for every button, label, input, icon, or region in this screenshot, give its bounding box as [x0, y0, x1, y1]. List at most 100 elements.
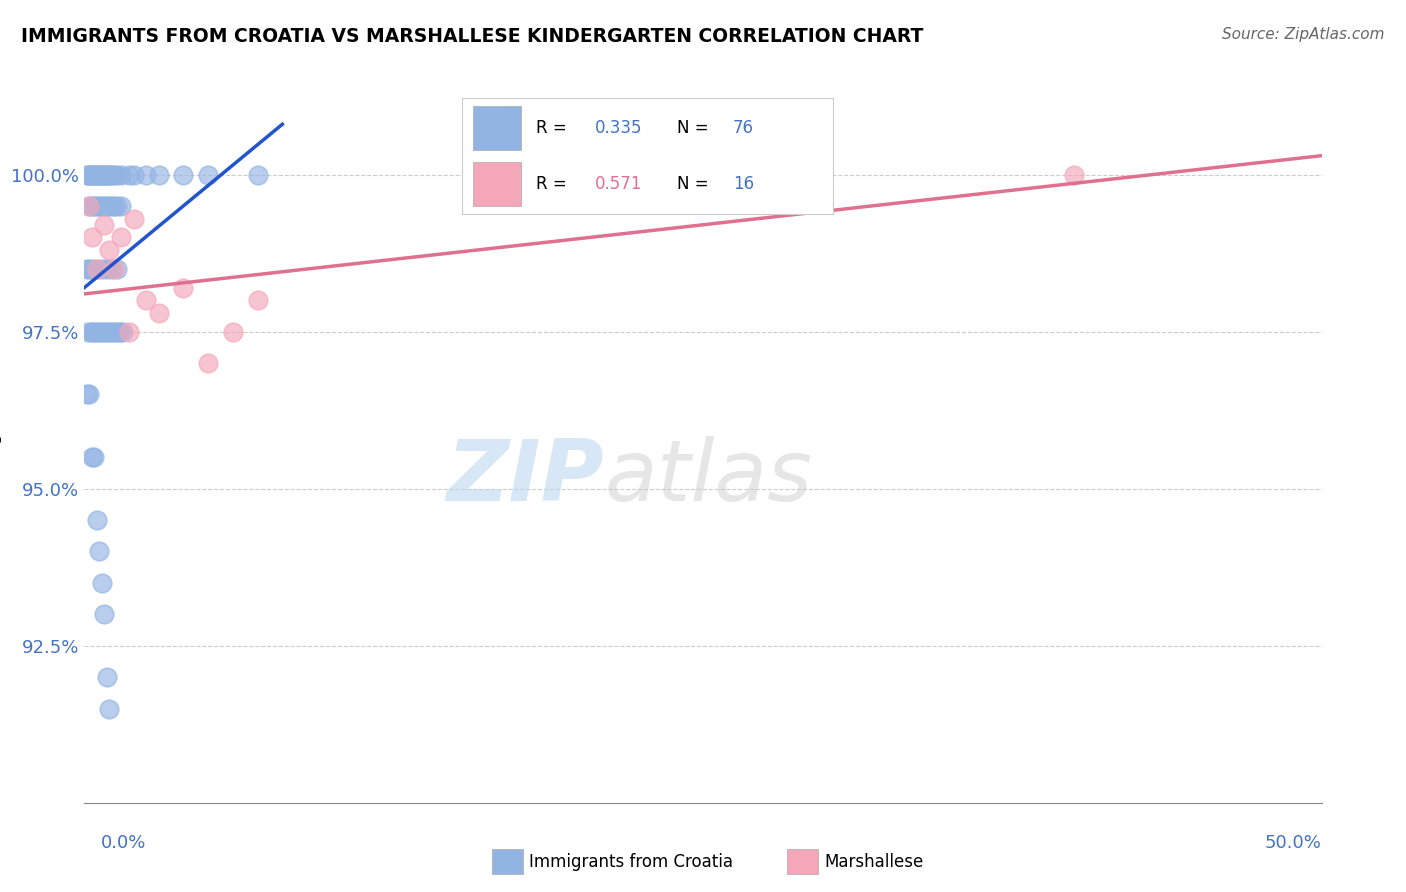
Point — [82, 325, 104, 339]
Point — [79, 168, 101, 182]
Point — [197, 168, 219, 182]
Point — [90, 261, 112, 276]
Point — [97, 325, 120, 339]
Point — [1063, 168, 1085, 182]
Point — [80, 199, 103, 213]
Point — [76, 387, 98, 401]
Point — [122, 211, 145, 226]
Text: Immigrants from Croatia: Immigrants from Croatia — [529, 853, 733, 871]
Point — [246, 168, 269, 182]
Text: Marshallese: Marshallese — [824, 853, 924, 871]
Text: 0.0%: 0.0% — [101, 834, 146, 852]
Point — [89, 325, 111, 339]
Point — [97, 168, 120, 182]
Point — [93, 218, 115, 232]
Point — [76, 261, 98, 276]
Point — [83, 168, 105, 182]
Point — [80, 230, 103, 244]
Point — [135, 168, 157, 182]
Point — [110, 168, 132, 182]
Point — [89, 168, 111, 182]
Point — [79, 325, 101, 339]
Point — [83, 450, 105, 465]
Point — [93, 199, 115, 213]
Point — [94, 325, 117, 339]
Point — [77, 325, 100, 339]
Point — [172, 168, 194, 182]
Point — [118, 325, 141, 339]
Point — [100, 261, 122, 276]
Point — [105, 168, 128, 182]
Point — [98, 325, 121, 339]
Point — [82, 168, 104, 182]
Point — [96, 168, 118, 182]
Point — [76, 168, 98, 182]
Point — [80, 168, 103, 182]
Point — [96, 199, 118, 213]
Point — [79, 261, 101, 276]
Point — [80, 261, 103, 276]
Point — [98, 243, 121, 257]
Point — [96, 670, 118, 684]
Point — [83, 199, 105, 213]
Text: IMMIGRANTS FROM CROATIA VS MARSHALLESE KINDERGARTEN CORRELATION CHART: IMMIGRANTS FROM CROATIA VS MARSHALLESE K… — [21, 27, 924, 45]
Point — [87, 325, 110, 339]
Point — [101, 325, 124, 339]
Point — [110, 199, 132, 213]
Point — [84, 325, 107, 339]
Point — [86, 168, 108, 182]
Text: 50.0%: 50.0% — [1265, 834, 1322, 852]
Point — [103, 261, 125, 276]
Point — [135, 293, 157, 308]
Point — [98, 168, 121, 182]
Point — [197, 356, 219, 370]
Point — [79, 168, 101, 182]
Point — [100, 168, 122, 182]
Point — [98, 701, 121, 715]
Point — [104, 325, 127, 339]
Point — [86, 513, 108, 527]
Point — [87, 168, 110, 182]
Text: ZIP: ZIP — [446, 436, 605, 519]
Point — [246, 293, 269, 308]
Point — [103, 199, 125, 213]
Point — [110, 230, 132, 244]
Point — [122, 168, 145, 182]
Point — [148, 168, 170, 182]
Point — [100, 199, 122, 213]
Point — [79, 199, 101, 213]
Point — [90, 199, 112, 213]
Point — [79, 387, 101, 401]
Point — [89, 199, 111, 213]
Point — [86, 261, 108, 276]
Point — [89, 544, 111, 558]
Point — [79, 199, 101, 213]
Point — [118, 168, 141, 182]
Text: atlas: atlas — [605, 436, 813, 519]
Point — [105, 199, 128, 213]
Point — [91, 168, 114, 182]
Point — [110, 325, 132, 339]
Point — [84, 168, 107, 182]
Point — [90, 575, 112, 590]
Point — [103, 168, 125, 182]
Point — [98, 199, 121, 213]
Point — [107, 325, 129, 339]
Point — [111, 325, 134, 339]
Point — [91, 325, 114, 339]
Point — [86, 261, 108, 276]
Point — [96, 261, 118, 276]
Point — [93, 607, 115, 622]
Point — [80, 450, 103, 465]
Text: Source: ZipAtlas.com: Source: ZipAtlas.com — [1222, 27, 1385, 42]
Point — [89, 168, 111, 182]
Point — [148, 306, 170, 320]
Point — [172, 280, 194, 294]
Point — [77, 168, 100, 182]
Point — [90, 168, 112, 182]
Point — [86, 199, 108, 213]
Point — [105, 261, 128, 276]
Point — [94, 168, 117, 182]
Point — [222, 325, 245, 339]
Point — [93, 168, 115, 182]
